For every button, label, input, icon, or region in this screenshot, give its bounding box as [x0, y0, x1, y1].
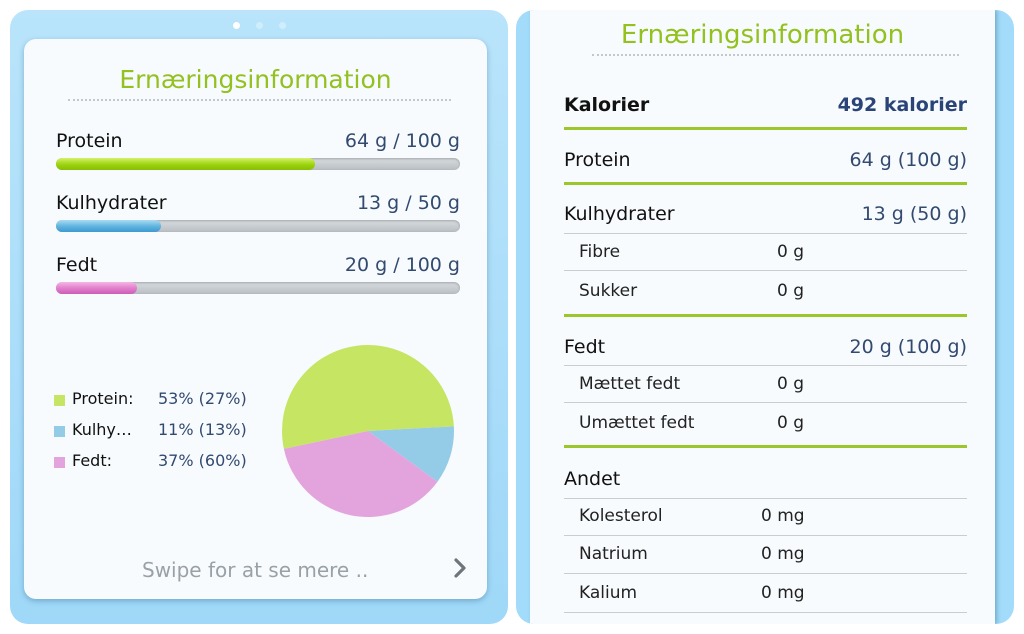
title-divider	[592, 54, 959, 56]
progress-track	[56, 158, 460, 170]
pie-slice-protein	[282, 345, 454, 449]
nutrition-detail-card: Ernæringsinformation Kalorier 492 kalori…	[530, 10, 995, 624]
page-dot-1[interactable]	[232, 22, 240, 29]
progress-track	[56, 282, 460, 294]
protein-value: 64 g (100 g)	[849, 149, 967, 171]
macro-value: 64 g / 100 g	[344, 130, 460, 152]
sugar-label: Sukker	[579, 281, 638, 301]
legend-swatch	[54, 395, 65, 406]
swipe-hint: Swipe for at se mere ..	[142, 558, 369, 582]
section-divider	[564, 127, 967, 130]
fat-value: 20 g (100 g)	[849, 336, 967, 358]
section-divider	[564, 445, 967, 448]
page-dot-2[interactable]	[255, 22, 263, 29]
other-label: Andet	[564, 468, 621, 490]
macro-row-protein: Protein 64 g / 100 g	[56, 130, 460, 190]
row-divider	[564, 535, 967, 536]
legend-name: Kulhy…	[72, 420, 132, 439]
pie-slice-kulhydrater	[368, 426, 454, 482]
card-title: Ernæringsinformation	[620, 20, 905, 50]
legend-swatch	[54, 457, 65, 468]
fat-label: Fedt	[564, 336, 606, 358]
card-title: Ernæringsinformation	[119, 65, 392, 94]
sodium-value: 0 mg	[761, 544, 805, 564]
potassium-value: 0 mg	[761, 583, 805, 603]
nutrition-detail-panel[interactable]: Ernæringsinformation Kalorier 492 kalori…	[516, 10, 1014, 624]
progress-track	[56, 220, 460, 232]
legend-value: 11% (13%)	[158, 420, 247, 439]
protein-label: Protein	[564, 149, 631, 171]
calories-value: 492 kalorier	[837, 94, 967, 116]
saturated-fat-label: Mættet fedt	[579, 374, 681, 394]
cholesterol-value: 0 mg	[761, 506, 805, 526]
row-divider	[564, 233, 967, 234]
legend-item-protein: Protein: 53% (27%)	[54, 389, 264, 420]
progress-fill-protein	[56, 158, 315, 170]
legend-value: 53% (27%)	[158, 389, 247, 408]
title-divider	[68, 99, 451, 101]
section-divider	[564, 314, 967, 317]
row-divider	[564, 402, 967, 403]
page-indicator[interactable]	[10, 14, 508, 33]
chevron-right-icon[interactable]	[452, 557, 468, 579]
sugar-value: 0 g	[777, 281, 805, 301]
macro-pie-chart	[282, 345, 454, 517]
calories-label: Kalorier	[564, 94, 650, 116]
carbs-value: 13 g (50 g)	[861, 203, 967, 225]
macro-label: Protein	[56, 130, 123, 152]
row-divider	[564, 270, 967, 271]
potassium-label: Kalium	[579, 583, 638, 603]
cholesterol-label: Kolesterol	[579, 506, 663, 526]
legend-name: Fedt:	[72, 451, 112, 470]
page-dot-3[interactable]	[278, 22, 286, 29]
row-divider	[564, 498, 967, 499]
saturated-fat-value: 0 g	[777, 374, 805, 394]
macro-value: 13 g / 50 g	[356, 192, 460, 214]
macro-label: Kulhydrater	[56, 192, 167, 214]
macro-row-fat: Fedt 20 g / 100 g	[56, 254, 460, 314]
fibre-label: Fibre	[579, 242, 621, 262]
legend-item-carbs: Kulhy… 11% (13%)	[54, 420, 264, 451]
row-divider	[564, 612, 967, 613]
pie-legend: Protein: 53% (27%) Kulhy… 11% (13%) Fedt…	[54, 389, 264, 482]
macro-label: Fedt	[56, 254, 98, 276]
legend-item-fat: Fedt: 37% (60%)	[54, 451, 264, 482]
progress-fill-fat	[56, 282, 137, 294]
legend-swatch	[54, 426, 65, 437]
nutrition-summary-panel[interactable]: Ernæringsinformation Protein 64 g / 100 …	[10, 10, 508, 624]
carbs-label: Kulhydrater	[564, 203, 675, 225]
pie-slice-fedt	[283, 431, 438, 517]
sodium-label: Natrium	[579, 544, 648, 564]
macro-row-carbs: Kulhydrater 13 g / 50 g	[56, 192, 460, 252]
legend-name: Protein:	[72, 389, 134, 408]
progress-fill-carbs	[56, 220, 162, 232]
row-divider	[564, 365, 967, 366]
section-divider	[564, 182, 967, 185]
legend-value: 37% (60%)	[158, 451, 247, 470]
fibre-value: 0 g	[777, 242, 805, 262]
row-divider	[564, 573, 967, 574]
macro-value: 20 g / 100 g	[344, 254, 460, 276]
unsaturated-fat-value: 0 g	[777, 413, 805, 433]
nutrition-summary-card: Ernæringsinformation Protein 64 g / 100 …	[24, 39, 487, 599]
unsaturated-fat-label: Umættet fedt	[579, 413, 695, 433]
